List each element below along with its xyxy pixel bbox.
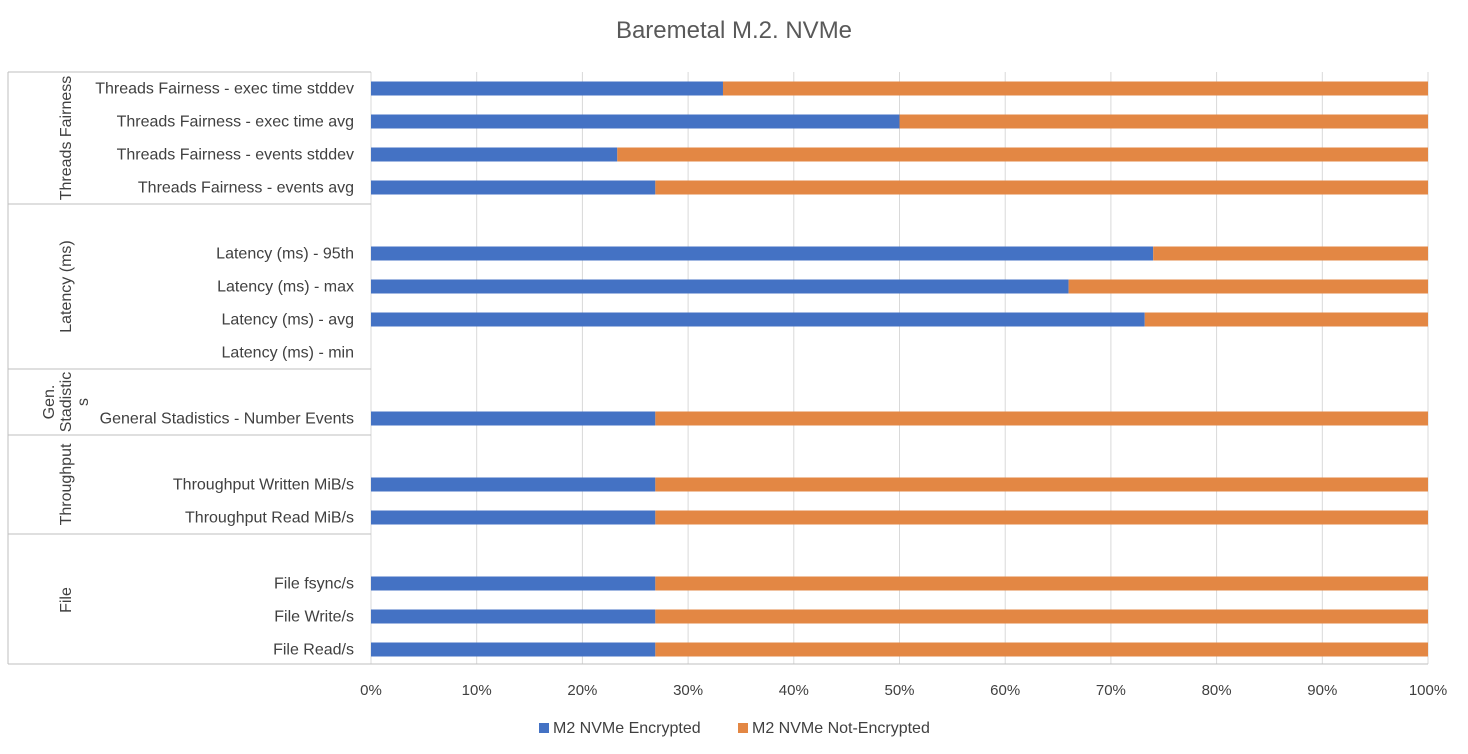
bar-not-encrypted: [655, 477, 1428, 492]
bar-not-encrypted: [655, 180, 1428, 195]
bar-encrypted: [371, 279, 1069, 294]
category-label: Threads Fairness - exec time stddev: [95, 81, 354, 98]
category-labels: Threads Fairness - exec time stddev Threa…: [95, 81, 354, 659]
group-label-line: s: [75, 398, 92, 406]
bar-encrypted: [371, 246, 1154, 261]
bar-encrypted: [371, 114, 900, 129]
category-label: General Stadistics - Number Events: [100, 411, 354, 428]
legend-item-encrypted-swatch: [539, 723, 549, 733]
legend-item-encrypted-label: M2 NVMe Encrypted: [553, 720, 701, 737]
group-label-line: Stadistic: [58, 372, 75, 432]
bar-not-encrypted: [655, 576, 1428, 591]
bars: [371, 81, 1428, 657]
bar-not-encrypted: [1153, 246, 1428, 261]
category-label: Latency (ms) - min: [222, 345, 354, 362]
bar-encrypted: [371, 312, 1145, 327]
bar-not-encrypted: [1068, 279, 1428, 294]
group-label: Latency (ms): [58, 240, 75, 332]
category-label: Threads Fairness - events stddev: [117, 147, 354, 164]
group-label-line: Throughput: [58, 443, 75, 525]
category-label: Latency (ms) - 95th: [216, 246, 354, 263]
category-label: File Write/s: [274, 609, 354, 626]
x-tick-label: 70%: [1096, 682, 1126, 699]
bar-encrypted: [371, 477, 656, 492]
category-label: Threads Fairness - events avg: [138, 180, 354, 197]
group-label-line: File: [58, 587, 75, 613]
legend-item-not-encrypted-swatch: [738, 723, 748, 733]
group-labels: Threads Fairness Latency (ms) Gen.Stadisti…: [41, 76, 92, 613]
category-label: Throughput Read MiB/s: [185, 510, 354, 527]
bar-encrypted: [371, 576, 656, 591]
group-label: File: [58, 587, 75, 613]
bar-encrypted: [371, 609, 656, 624]
category-label: Throughput Written MiB/s: [173, 477, 354, 494]
bar-not-encrypted: [655, 411, 1428, 426]
x-tick-label: 20%: [567, 682, 597, 699]
bar-not-encrypted: [1144, 312, 1428, 327]
group-label: Threads Fairness: [58, 76, 75, 201]
x-tick-label: 80%: [1202, 682, 1232, 699]
group-label: Throughput: [58, 443, 75, 525]
bar-not-encrypted: [655, 609, 1428, 624]
bar-encrypted: [371, 642, 656, 657]
category-label: Latency (ms) - avg: [222, 312, 354, 329]
category-label: Threads Fairness - exec time avg: [117, 114, 354, 131]
x-tick-label: 50%: [884, 682, 914, 699]
group-label: Gen.Stadistics: [41, 372, 92, 432]
bar-encrypted: [371, 147, 618, 162]
bar-encrypted: [371, 81, 723, 96]
bar-encrypted: [371, 510, 656, 525]
bar-not-encrypted: [899, 114, 1428, 129]
category-label: File fsync/s: [274, 576, 354, 593]
x-axis-tick-labels: 0% 10% 20% 30% 40% 50% 60% 70% 80% 90% 100%: [360, 682, 1447, 699]
group-label-line: Gen.: [41, 385, 58, 420]
group-label-line: Latency (ms): [58, 240, 75, 332]
group-label-line: Threads Fairness: [58, 76, 75, 201]
bar-encrypted: [371, 411, 656, 426]
bar-encrypted: [371, 180, 656, 195]
category-label: Latency (ms) - max: [217, 279, 354, 296]
gridlines: [7, 71, 1429, 665]
legend: M2 NVMe Encrypted M2 NVMe Not-Encrypted: [539, 720, 930, 737]
bar-not-encrypted: [722, 81, 1428, 96]
bar-not-encrypted: [655, 642, 1428, 657]
legend-item-not-encrypted-label: M2 NVMe Not-Encrypted: [752, 720, 930, 737]
bar-not-encrypted: [655, 510, 1428, 525]
x-tick-label: 0%: [360, 682, 382, 699]
x-tick-label: 40%: [779, 682, 809, 699]
x-tick-label: 90%: [1307, 682, 1337, 699]
x-tick-label: 10%: [462, 682, 492, 699]
bar-not-encrypted: [617, 147, 1428, 162]
x-tick-label: 30%: [673, 682, 703, 699]
category-label: File Read/s: [273, 642, 354, 659]
x-tick-label: 60%: [990, 682, 1020, 699]
x-tick-label: 100%: [1409, 682, 1447, 699]
chart-title: Baremetal M.2. NVMe: [616, 17, 852, 44]
